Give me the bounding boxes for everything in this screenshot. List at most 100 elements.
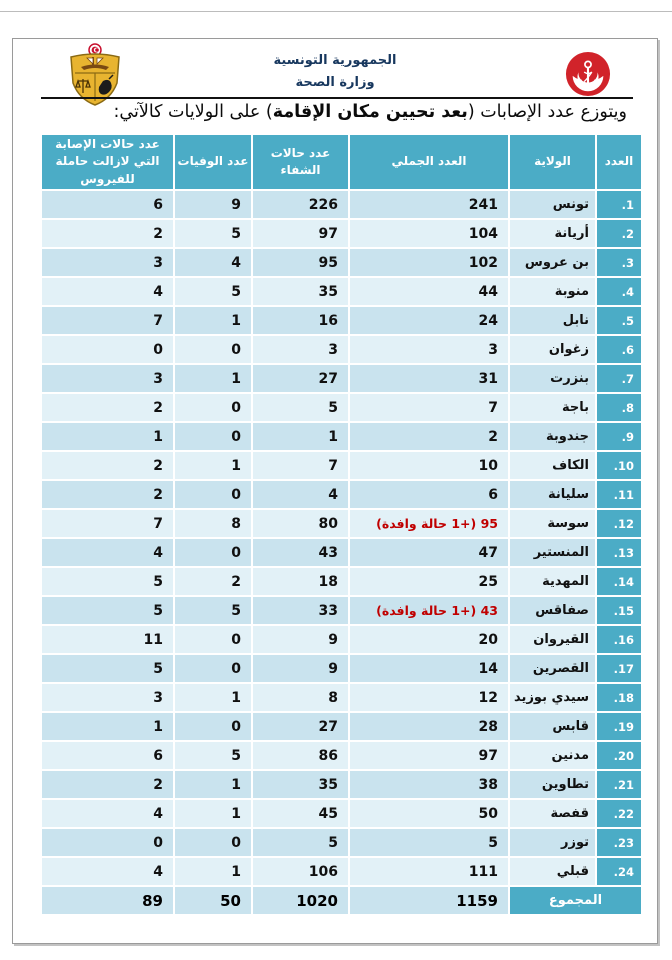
active-cell: 4 — [42, 800, 173, 828]
republic-name: الجمهورية التونسية — [273, 53, 397, 68]
recovered-cell: 27 — [253, 713, 348, 741]
ministry-health-logo-icon — [565, 51, 611, 97]
total-cell: 111 — [350, 858, 508, 886]
deaths-cell: 0 — [175, 539, 251, 567]
governorate-cell: باجة — [510, 394, 595, 422]
total-cell: 6 — [350, 481, 508, 509]
total-recovered-value: 1020 — [253, 887, 348, 915]
governorate-cell: المهدية — [510, 568, 595, 596]
rank-cell: .13 — [597, 539, 641, 567]
recovered-cell: 86 — [253, 742, 348, 770]
table-row: .8 باجة 7 5 0 2 — [42, 394, 641, 422]
recovered-cell: 35 — [253, 771, 348, 799]
governorate-cell: القيروان — [510, 626, 595, 654]
deaths-cell: 1 — [175, 684, 251, 712]
table-row: .3 بن عروس 102 95 4 3 — [42, 249, 641, 277]
recovered-cell: 106 — [253, 858, 348, 886]
table-row: .22 قفصة 50 45 1 4 — [42, 800, 641, 828]
active-cell: 2 — [42, 452, 173, 480]
deaths-cell: 8 — [175, 510, 251, 538]
total-cell: 31 — [350, 365, 508, 393]
government-heading: الجمهورية التونسية وزارة الصحة — [13, 53, 657, 90]
deaths-cell: 1 — [175, 452, 251, 480]
active-cell: 1 — [42, 423, 173, 451]
deaths-cell: 1 — [175, 771, 251, 799]
table-row: .17 القصرين 14 9 0 5 — [42, 655, 641, 683]
deaths-cell: 0 — [175, 626, 251, 654]
total-cell: 28 — [350, 713, 508, 741]
recovered-cell: 18 — [253, 568, 348, 596]
rank-cell: .21 — [597, 771, 641, 799]
table-row: .6 زغوان 3 3 0 0 — [42, 336, 641, 364]
table-row: .23 توزر 5 5 0 0 — [42, 829, 641, 857]
recovered-cell: 43 — [253, 539, 348, 567]
deaths-cell: 5 — [175, 278, 251, 306]
total-cell: 3 — [350, 336, 508, 364]
table-row: .7 بنزرت 31 27 1 3 — [42, 365, 641, 393]
table-row: .2 أريانة 104 97 5 2 — [42, 220, 641, 248]
governorate-cell: قابس — [510, 713, 595, 741]
active-cell: 2 — [42, 394, 173, 422]
governorate-cell: منوبة — [510, 278, 595, 306]
recovered-cell: 27 — [253, 365, 348, 393]
deaths-cell: 0 — [175, 829, 251, 857]
active-cell: 4 — [42, 278, 173, 306]
rank-cell: .12 — [597, 510, 641, 538]
cases-by-governorate-table: العدد الولاية العدد الجملي عدد حالات الش… — [40, 133, 643, 916]
title-text-pre: ويتوزع عدد الإصابات ( — [467, 102, 627, 122]
recovered-cell: 226 — [253, 191, 348, 219]
rank-cell: .17 — [597, 655, 641, 683]
rank-cell: .6 — [597, 336, 641, 364]
rank-cell: .3 — [597, 249, 641, 277]
governorate-cell: سليانة — [510, 481, 595, 509]
active-cell: 2 — [42, 481, 173, 509]
rank-cell: .7 — [597, 365, 641, 393]
column-header-recovered: عدد حالات الشفاء — [253, 135, 348, 190]
active-cell: 11 — [42, 626, 173, 654]
active-cell: 2 — [42, 220, 173, 248]
deaths-cell: 2 — [175, 568, 251, 596]
governorate-cell: بنزرت — [510, 365, 595, 393]
total-cell: 14 — [350, 655, 508, 683]
total-deaths-value: 50 — [175, 887, 251, 915]
governorate-cell: مدنين — [510, 742, 595, 770]
total-label: المجموع — [510, 887, 641, 915]
total-cell: 5 — [350, 829, 508, 857]
total-cell: 20 — [350, 626, 508, 654]
deaths-cell: 0 — [175, 655, 251, 683]
total-cell: 97 — [350, 742, 508, 770]
title-text-post: ) على الولايات كالآتي: — [113, 102, 273, 122]
cases-table-wrapper: العدد الولاية العدد الجملي عدد حالات الش… — [40, 133, 641, 916]
governorate-cell: صفاقس — [510, 597, 595, 625]
governorate-cell: أريانة — [510, 220, 595, 248]
deaths-cell: 0 — [175, 423, 251, 451]
total-cell: 241 — [350, 191, 508, 219]
active-cell: 3 — [42, 684, 173, 712]
recovered-cell: 45 — [253, 800, 348, 828]
active-cell: 3 — [42, 249, 173, 277]
total-cell: 50 — [350, 800, 508, 828]
title-text-bold: بعد تحيين مكان الإقامة — [272, 102, 468, 122]
active-cell: 6 — [42, 742, 173, 770]
document-page: الجمهورية التونسية وزارة الصحة ويتوزع عد… — [12, 38, 658, 944]
rank-cell: .9 — [597, 423, 641, 451]
table-row: .24 قبلي 111 106 1 4 — [42, 858, 641, 886]
recovered-cell: 95 — [253, 249, 348, 277]
governorate-cell: تونس — [510, 191, 595, 219]
deaths-cell: 1 — [175, 365, 251, 393]
total-active-value: 89 — [42, 887, 173, 915]
recovered-cell: 97 — [253, 220, 348, 248]
tunisia-coat-of-arms-icon — [70, 43, 120, 106]
column-header-governorate: الولاية — [510, 135, 595, 190]
deaths-cell: 0 — [175, 394, 251, 422]
recovered-cell: 8 — [253, 684, 348, 712]
rank-cell: .11 — [597, 481, 641, 509]
letterhead-rule — [41, 97, 633, 99]
table-row: .12 سوسة 95 (+1 حالة وافدة) 80 8 7 — [42, 510, 641, 538]
table-row: .15 صفاقس 43 (+1 حالة وافدة) 33 5 5 — [42, 597, 641, 625]
deaths-cell: 0 — [175, 713, 251, 741]
total-cell: 25 — [350, 568, 508, 596]
table-row: .13 المنستير 47 43 0 4 — [42, 539, 641, 567]
deaths-cell: 1 — [175, 858, 251, 886]
total-cell: 2 — [350, 423, 508, 451]
